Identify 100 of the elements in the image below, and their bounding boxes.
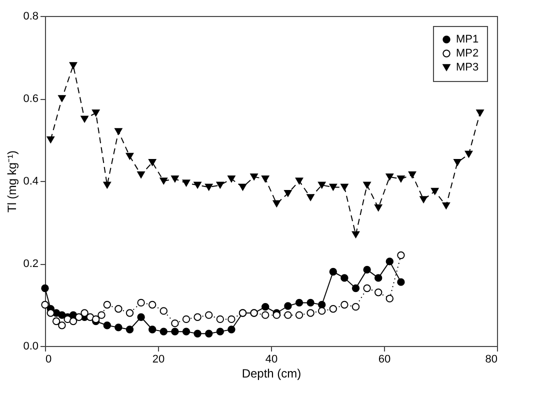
point <box>363 284 371 292</box>
point <box>284 311 292 319</box>
point <box>204 330 213 338</box>
y-tick-label: 0.0 <box>23 340 38 352</box>
point <box>340 184 348 191</box>
point <box>250 173 258 180</box>
point <box>476 110 484 116</box>
point <box>137 171 145 178</box>
point <box>126 152 134 160</box>
x-axis-title: Depth (cm) <box>242 366 302 380</box>
x-tick-label: 60 <box>378 354 391 366</box>
point <box>261 176 270 182</box>
point <box>58 311 66 319</box>
point <box>228 315 236 324</box>
legend-label: MP1 <box>456 34 479 46</box>
point <box>386 173 394 180</box>
point <box>318 182 326 189</box>
point <box>408 171 416 178</box>
point <box>160 178 168 184</box>
point <box>352 284 360 292</box>
point <box>114 324 122 332</box>
point <box>454 159 462 166</box>
point <box>352 231 360 238</box>
point <box>284 302 292 310</box>
point <box>216 315 224 324</box>
y-tick-label: 0.8 <box>23 10 38 22</box>
point <box>306 309 314 317</box>
point <box>92 110 100 116</box>
point <box>103 182 112 189</box>
point <box>261 311 270 319</box>
point <box>397 176 405 182</box>
point <box>80 309 88 317</box>
point <box>329 305 338 313</box>
y-axis-title: Tl (mg kg⁻¹) <box>5 150 20 212</box>
point <box>464 150 473 158</box>
point <box>182 180 190 186</box>
point <box>160 307 168 315</box>
point <box>295 311 304 319</box>
point <box>363 182 371 189</box>
point <box>69 317 78 326</box>
point <box>171 328 179 336</box>
point <box>329 184 338 191</box>
x-tick-label: 40 <box>265 354 278 366</box>
point <box>340 300 348 309</box>
point <box>98 311 106 319</box>
point <box>340 274 348 282</box>
point <box>420 196 428 203</box>
point <box>148 326 156 334</box>
point <box>363 266 371 274</box>
point <box>194 313 202 321</box>
point <box>216 182 224 189</box>
point <box>386 258 394 266</box>
point <box>182 328 190 336</box>
y-tick-label: 0.2 <box>23 258 38 270</box>
point <box>318 307 326 315</box>
point <box>137 298 145 307</box>
point <box>160 328 168 336</box>
point <box>216 328 224 336</box>
y-tick-label: 0.6 <box>23 93 38 105</box>
point <box>148 159 156 166</box>
point <box>352 302 360 311</box>
point <box>58 95 66 102</box>
point <box>103 322 112 330</box>
point <box>75 313 83 321</box>
point <box>194 182 202 189</box>
x-tick-label: 80 <box>485 354 498 366</box>
x-tick-label: 20 <box>152 354 165 366</box>
point <box>58 322 66 330</box>
point <box>374 274 382 282</box>
point <box>204 184 213 191</box>
point <box>261 302 270 311</box>
point <box>284 190 292 197</box>
point <box>272 200 281 208</box>
point <box>306 298 314 307</box>
point <box>69 62 78 69</box>
point <box>374 204 382 212</box>
legend-label: MP3 <box>456 62 479 74</box>
point <box>295 178 304 184</box>
point <box>430 188 439 195</box>
point <box>171 176 179 182</box>
point <box>103 300 112 309</box>
point <box>397 251 405 260</box>
point <box>137 313 145 321</box>
point <box>374 288 382 296</box>
point <box>228 326 236 334</box>
point <box>80 116 88 123</box>
point <box>182 315 190 324</box>
point <box>386 294 394 302</box>
point <box>228 176 236 182</box>
point <box>171 319 179 328</box>
x-tick-label: 0 <box>46 354 52 366</box>
point <box>46 136 55 144</box>
point <box>329 268 338 276</box>
point <box>114 128 122 135</box>
point <box>194 330 202 338</box>
point <box>295 298 304 307</box>
point <box>204 311 213 319</box>
point <box>442 202 450 210</box>
point <box>126 326 134 334</box>
legend-label: MP2 <box>456 48 479 60</box>
